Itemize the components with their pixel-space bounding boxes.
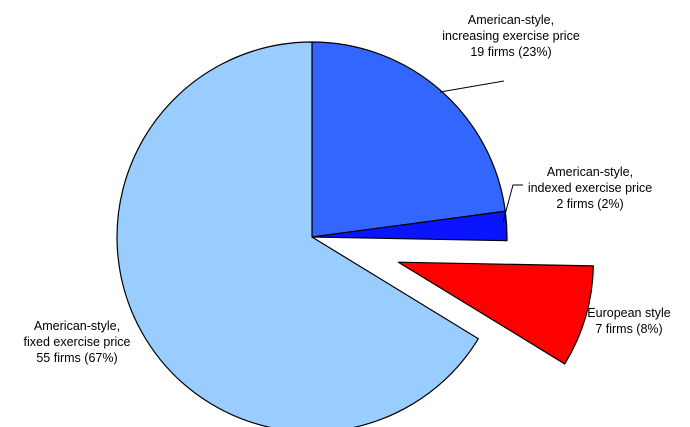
leader-lines <box>439 80 523 223</box>
slice-labels: American-style, increasing exercise price… <box>24 13 671 365</box>
label-european-style: European style 7 firms (8%) <box>587 306 670 336</box>
slice-fixed-exercise-price <box>116 41 479 427</box>
label-increasing-exercise-price: American-style, increasing exercise price… <box>442 13 580 59</box>
label-line: fixed exercise price <box>24 335 131 349</box>
leader-line-increasing <box>439 80 505 93</box>
label-line: American-style, <box>34 319 120 333</box>
label-line: 55 firms (67%) <box>36 351 117 365</box>
label-line: American-style, <box>468 13 554 27</box>
label-line: 7 firms (8%) <box>595 322 662 336</box>
label-line: 2 firms (2%) <box>556 197 623 211</box>
label-fixed-exercise-price: American-style, fixed exercise price 55 fi… <box>24 319 131 365</box>
label-line: American-style, <box>547 165 633 179</box>
label-indexed-exercise-price: American-style, indexed exercise price 2 f… <box>528 165 652 211</box>
slice-european-style <box>397 261 594 365</box>
label-line: increasing exercise price <box>442 29 580 43</box>
label-line: European style <box>587 306 670 320</box>
label-line: indexed exercise price <box>528 181 652 195</box>
slices-layer <box>116 41 594 427</box>
leader-line-indexed <box>502 184 523 223</box>
label-line: 19 firms (23%) <box>470 45 551 59</box>
slice-increasing-exercise-price <box>311 41 506 238</box>
slice-indexed-exercise-price <box>311 210 508 242</box>
